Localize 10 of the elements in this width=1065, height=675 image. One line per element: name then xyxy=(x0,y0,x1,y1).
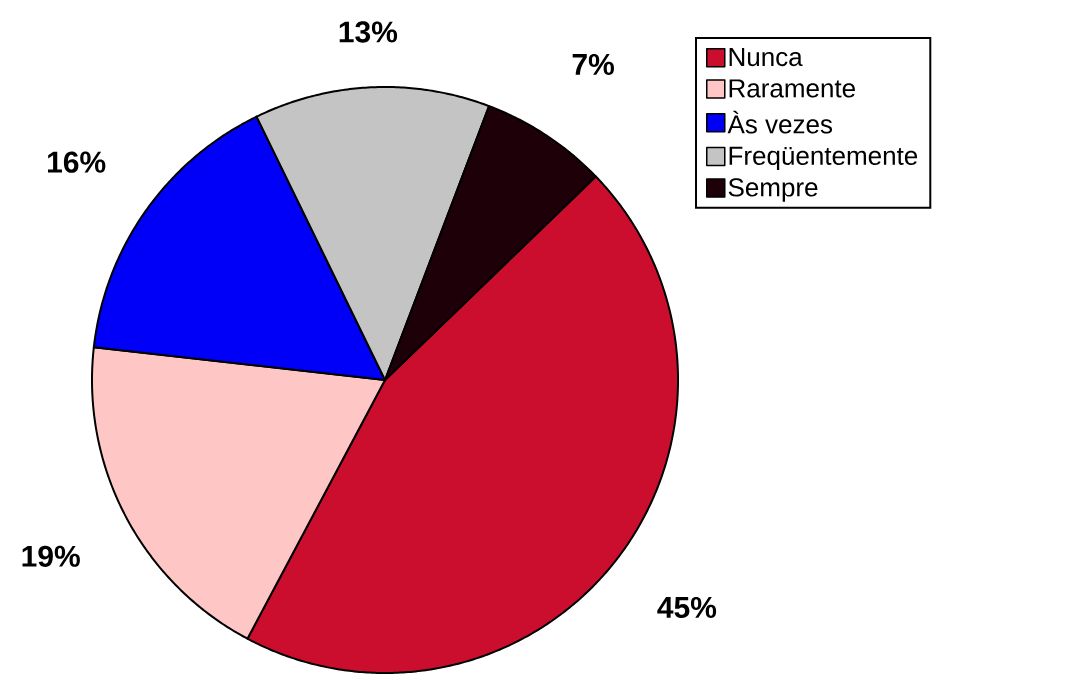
legend-label: Raramente xyxy=(729,79,855,98)
data-label: 7% xyxy=(572,53,614,75)
data-label: 19% xyxy=(22,545,80,567)
legend-label: Sempre xyxy=(728,178,818,202)
legend-label: Nunca xyxy=(729,47,803,67)
data-label: 13% xyxy=(339,21,398,43)
data-label: 45% xyxy=(657,596,717,619)
legend-label: Freqüentemente xyxy=(729,146,918,171)
data-label: 16% xyxy=(48,151,106,173)
legend-label: Às vezes xyxy=(727,110,833,134)
